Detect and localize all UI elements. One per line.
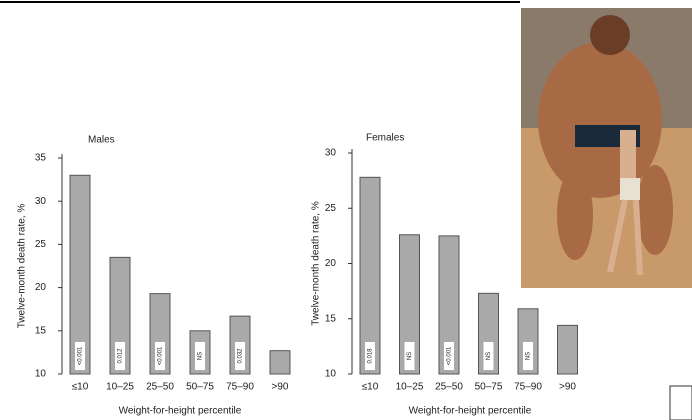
y-tick-label: 15 [325, 313, 337, 324]
y-tick-label: 25 [35, 239, 47, 250]
bar-note-box [444, 342, 454, 370]
x-tick-label: 10–25 [396, 382, 424, 393]
y-tick-label: 15 [35, 325, 47, 336]
x-tick-label: 25–50 [435, 382, 463, 393]
x-tick-label: 75–90 [226, 382, 254, 393]
logo [669, 385, 692, 420]
y-tick-label: 10 [35, 369, 47, 380]
bar-note: <0.001 [78, 346, 84, 365]
y-axis-label: Twelve-month death rate, % [311, 201, 322, 326]
x-axis-label: Weight-for-height percentile [409, 406, 532, 417]
bar-note: <0.001 [158, 346, 164, 365]
y-tick-label: 30 [35, 196, 47, 207]
x-tick-label: ≤10 [362, 382, 379, 393]
bar-note-box [235, 342, 245, 370]
bar [557, 324, 578, 375]
x-tick-label: 75–90 [514, 382, 542, 393]
y-tick-label: 20 [325, 258, 337, 269]
y-tick-label: 30 [325, 148, 337, 159]
x-tick-label: 25–50 [146, 382, 174, 393]
bar-note: NS [198, 352, 204, 360]
bar [69, 174, 91, 375]
y-tick-label: 20 [35, 282, 47, 293]
x-tick-label: 50–75 [186, 382, 214, 393]
bar-note: <0.001 [447, 346, 453, 365]
y-tick-label: 10 [325, 369, 337, 380]
bar [359, 176, 381, 375]
bar [438, 235, 460, 375]
bar-note: 0.032 [238, 348, 244, 364]
x-tick-label: >90 [559, 382, 576, 393]
bar-note-box [404, 342, 415, 370]
x-tick-label: 50–75 [475, 382, 503, 393]
bar [269, 350, 291, 375]
bar-note: NS [526, 352, 532, 360]
bar-note: 0.012 [118, 348, 124, 364]
chart-title: Females [366, 133, 404, 144]
y-axis-label: Twelve-month death rate, % [17, 204, 28, 329]
bar-note: NS [407, 352, 413, 360]
y-tick-label: 25 [325, 203, 337, 214]
bar [399, 234, 420, 375]
bar-note-box [195, 342, 205, 370]
bar-note-box [75, 342, 85, 370]
bar-note-box [365, 342, 375, 370]
x-axis-label: Weight-for-height percentile [119, 406, 242, 417]
bar-note-box [115, 342, 125, 370]
bar-note-box [483, 342, 494, 370]
chart-title: Males [88, 135, 115, 146]
x-tick-label: >90 [272, 382, 289, 393]
photo [521, 8, 692, 288]
x-tick-label: 10–25 [106, 382, 134, 393]
y-tick-label: 35 [35, 153, 47, 164]
bar-note-box [155, 342, 165, 370]
x-tick-label: ≤10 [72, 382, 89, 393]
bar-note: NS [486, 352, 492, 360]
bar-note-box [523, 342, 533, 370]
bar-note: 0.018 [368, 348, 374, 364]
